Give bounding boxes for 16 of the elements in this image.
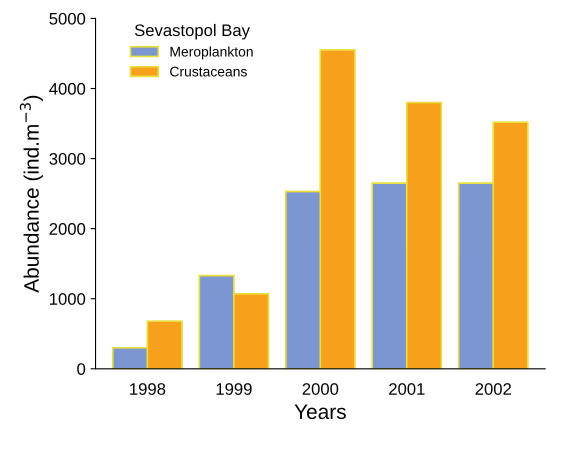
y-tick-label: 4000 — [49, 82, 86, 95]
y-tick-label: 3000 — [49, 152, 86, 165]
x-tick-label: 1999 — [216, 383, 252, 395]
y-tick-label: 1000 — [50, 293, 86, 305]
y-axis-title: Abundance (ind.m$^{−3}$) — [20, 96, 43, 293]
x-tick-label: 2002 — [476, 383, 511, 395]
y-tick-label: 0 — [77, 363, 86, 376]
legend-label: Meroplankton — [170, 46, 253, 60]
y-tick-label: 2000 — [50, 223, 86, 235]
x-tick-label: 2000 — [302, 383, 338, 395]
legend-title: Sevastopol Bay — [134, 24, 250, 40]
x-tick-label: 2001 — [389, 383, 425, 395]
y-tick-label: 5000 — [49, 12, 86, 25]
x-tick-label: 1998 — [130, 383, 166, 395]
x-axis-title: Years — [294, 404, 346, 420]
legend-label: Crustaceans — [170, 66, 247, 77]
